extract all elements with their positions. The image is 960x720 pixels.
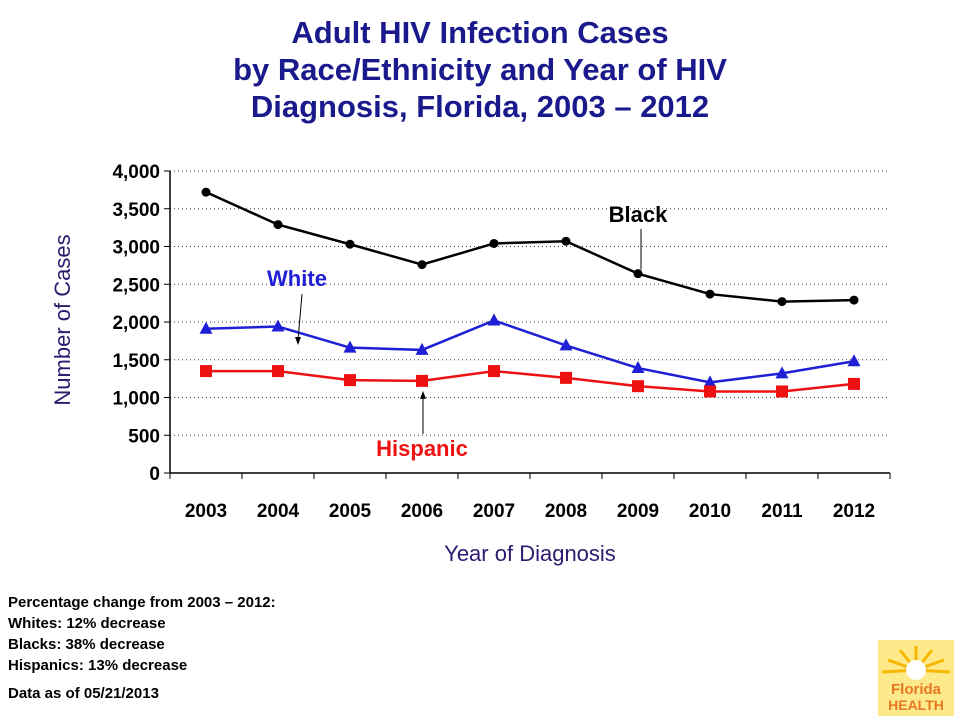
x-tick-label: 2007 bbox=[473, 501, 515, 522]
data-point-white bbox=[415, 342, 429, 355]
data-as-of: Data as of 05/21/2013 bbox=[8, 685, 159, 702]
y-tick-label: 3,500 bbox=[112, 200, 160, 221]
y-tick-label: 0 bbox=[149, 464, 160, 485]
leader-arrow-hispanic bbox=[420, 390, 426, 399]
axes bbox=[164, 170, 891, 479]
data-point-hispanic bbox=[704, 385, 716, 398]
note-blacks: Blacks: 38% decrease bbox=[8, 636, 165, 653]
data-point-white bbox=[271, 319, 285, 332]
data-point-black bbox=[489, 238, 499, 248]
data-point-hispanic bbox=[488, 365, 500, 378]
y-tick-labels: 0 500 1,000 1,500 2,000 2,500 3,000 3,500 4,000 bbox=[112, 162, 160, 485]
florida-health-logo: Florida HEALTH bbox=[878, 640, 954, 716]
y-tick-label: 2,000 bbox=[112, 313, 160, 334]
data-point-hispanic bbox=[344, 374, 356, 387]
y-axis-label: Number of Cases bbox=[50, 234, 75, 405]
y-tick-label: 4,000 bbox=[112, 162, 160, 183]
x-tick-label: 2003 bbox=[185, 501, 227, 522]
series-black bbox=[201, 187, 859, 307]
data-point-hispanic bbox=[632, 380, 644, 393]
data-point-black bbox=[417, 260, 427, 270]
data-point-hispanic bbox=[200, 365, 212, 378]
series-white bbox=[199, 313, 861, 388]
note-hispanics: Hispanics: 13% decrease bbox=[8, 657, 188, 674]
logo-line-2: HEALTH bbox=[888, 697, 944, 713]
x-tick-labels: 2003 2004 2005 2006 2007 2008 2009 2010 2011 2012 bbox=[185, 501, 875, 522]
data-point-hispanic bbox=[560, 371, 572, 384]
data-point-white bbox=[775, 366, 789, 379]
data-point-white bbox=[703, 375, 717, 388]
y-tick-label: 3,000 bbox=[112, 238, 160, 259]
series-hispanic bbox=[200, 365, 860, 398]
data-point-black bbox=[345, 239, 355, 249]
data-point-black bbox=[849, 295, 859, 305]
y-tick-label: 2,500 bbox=[112, 275, 160, 296]
series-group bbox=[199, 187, 861, 398]
data-point-hispanic bbox=[416, 374, 428, 387]
x-tick-label: 2009 bbox=[617, 501, 659, 522]
y-tick-label: 1,000 bbox=[112, 389, 160, 410]
series-label-white: White bbox=[267, 266, 327, 291]
x-tick-label: 2005 bbox=[329, 501, 372, 522]
x-tick-label: 2012 bbox=[833, 501, 875, 522]
notes-heading: Percentage change from 2003 – 2012: bbox=[8, 594, 276, 611]
data-point-white bbox=[343, 340, 357, 353]
data-point-black bbox=[273, 220, 283, 230]
data-point-black bbox=[705, 289, 715, 299]
data-point-white bbox=[487, 313, 501, 326]
leader-line-white bbox=[297, 293, 303, 341]
x-axis-label: Year of Diagnosis bbox=[444, 541, 616, 566]
series-label-black: Black bbox=[609, 202, 668, 227]
series-line-white bbox=[205, 319, 855, 384]
title-line-3: Diagnosis, Florida, 2003 – 2012 bbox=[250, 89, 710, 124]
series-label-hispanic: Hispanic bbox=[376, 436, 468, 461]
data-point-hispanic bbox=[848, 377, 860, 390]
data-point-black bbox=[633, 269, 643, 279]
y-tick-label: 500 bbox=[128, 426, 160, 447]
leader-arrow-white bbox=[295, 337, 301, 345]
title-line-1: Adult HIV Infection Cases bbox=[291, 15, 669, 50]
y-tick-label: 1,500 bbox=[112, 351, 160, 372]
logo-line-1: Florida bbox=[891, 681, 942, 698]
data-point-white bbox=[847, 354, 861, 367]
x-tick-label: 2004 bbox=[257, 501, 300, 522]
data-point-black bbox=[777, 297, 787, 307]
data-point-white bbox=[199, 321, 213, 334]
line-chart: 05001,0001,5002,0002,5003,0003,5004,000 … bbox=[50, 162, 891, 566]
data-point-black bbox=[201, 187, 211, 197]
gridlines bbox=[170, 170, 890, 436]
title-line-2: by Race/Ethnicity and Year of HIV bbox=[233, 52, 727, 87]
data-point-hispanic bbox=[272, 365, 284, 378]
data-point-hispanic bbox=[776, 385, 788, 398]
annotations: Black White Hispanic bbox=[267, 202, 668, 461]
notes-block: Percentage change from 2003 – 2012: Whit… bbox=[8, 592, 276, 704]
data-point-white bbox=[631, 361, 645, 374]
chart-title: Adult HIV Infection Cases by Race/Ethnic… bbox=[0, 14, 960, 125]
x-tick-label: 2006 bbox=[401, 501, 443, 522]
x-tick-label: 2011 bbox=[761, 501, 803, 522]
series-line-black bbox=[205, 191, 855, 303]
data-point-black bbox=[561, 236, 571, 246]
x-tick-label: 2008 bbox=[545, 501, 587, 522]
note-whites: Whites: 12% decrease bbox=[8, 615, 166, 632]
data-point-white bbox=[559, 338, 573, 351]
series-line-hispanic bbox=[206, 369, 855, 393]
x-tick-label: 2010 bbox=[689, 501, 731, 522]
